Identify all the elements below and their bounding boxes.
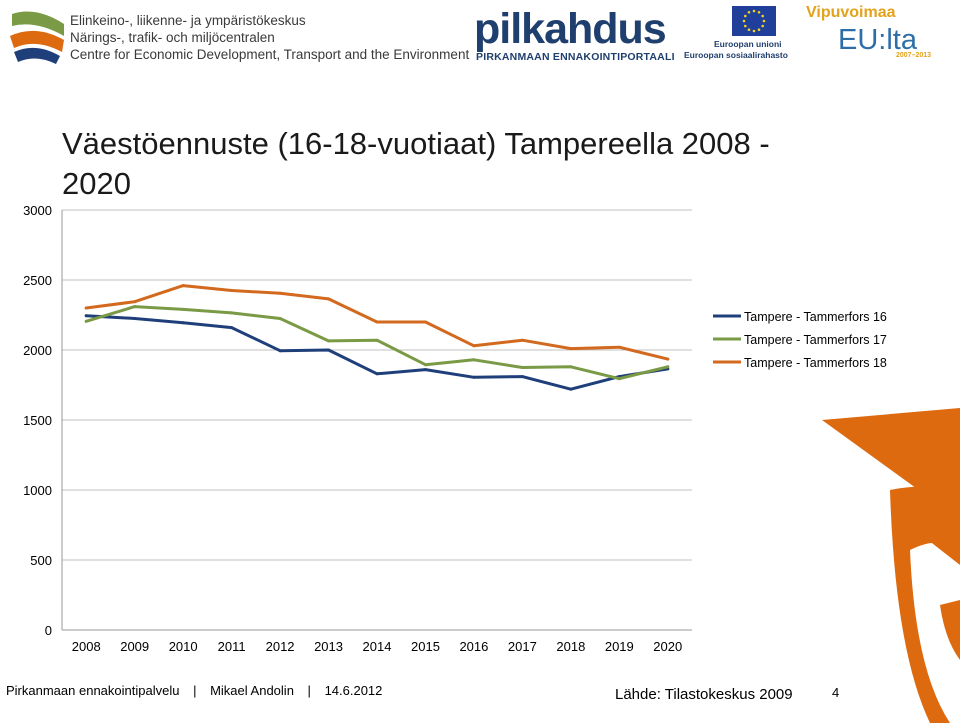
data-point [230, 289, 234, 292]
data-point [472, 358, 476, 362]
data-point [472, 344, 476, 348]
data-point [278, 317, 282, 320]
x-tick-label: 2008 [72, 639, 101, 654]
vipuvoimaa-title: Vipuvoimaa [806, 4, 896, 21]
y-tick-label: 2000 [23, 343, 52, 358]
ely-line-sv: Närings-, trafik- och miljöcentralen [70, 30, 275, 45]
data-point [181, 321, 185, 325]
pilkahdus-title: pilkahdus [474, 5, 667, 53]
data-point [230, 311, 234, 315]
footer: Pirkanmaan ennakointipalvelu | Mikael An… [6, 683, 392, 698]
data-point [375, 372, 379, 376]
x-tick-label: 2019 [605, 639, 634, 654]
data-point [569, 387, 573, 391]
data-point [133, 300, 137, 304]
data-point [666, 365, 670, 369]
page-number: 4 [832, 685, 840, 700]
data-point [423, 368, 427, 372]
data-point [666, 357, 670, 361]
data-point [181, 284, 185, 288]
data-point [84, 319, 88, 323]
footer-org: Pirkanmaan ennakointipalvelu [6, 683, 180, 698]
pilkahdus-subtitle: PIRKANMAAN ENNAKOINTIPORTAALI [476, 51, 675, 63]
chart-title: Väestöennuste (16-18-vuotiaat) Tampereel… [62, 126, 770, 201]
ely-logo [6, 6, 406, 66]
data-point [230, 326, 234, 330]
eu-flag-icon [732, 6, 776, 36]
data-point [327, 297, 331, 301]
data-point [278, 291, 282, 295]
data-point [423, 363, 427, 367]
footer-date: 14.6.2012 [324, 683, 383, 698]
eu-line2: Euroopan sosiaalirahasto [684, 50, 788, 60]
y-tick-label: 2500 [23, 273, 52, 288]
x-tick-label: 2016 [459, 639, 488, 654]
eu-text: Euroopan unioni Euroopan sosiaalirahasto [684, 39, 788, 61]
data-point [520, 375, 524, 379]
x-tick-label: 2010 [169, 639, 198, 654]
series-line-17 [84, 305, 670, 381]
vipuvoimaa-years: 2007–2013 [896, 52, 932, 59]
data-point [617, 377, 621, 381]
vipuvoimaa-logo: Vipuvoimaa EU:lta 2007–2013 [806, 4, 946, 66]
data-point [133, 317, 137, 320]
data-point [133, 305, 137, 309]
y-tick-label: 1000 [23, 483, 52, 498]
x-tick-label: 2011 [218, 639, 246, 654]
source-note: Lähde: Tilastokeskus 2009 [615, 686, 793, 703]
x-tick-label: 2015 [411, 639, 440, 654]
y-tick-label: 3000 [23, 203, 52, 218]
data-point [84, 314, 88, 318]
data-point [327, 339, 331, 343]
ely-line-fi: Elinkeino-, liikenne- ja ympäristökeskus [70, 13, 306, 28]
line-chart: 0 500 1000 1500 2000 2500 3000 2008 2009 2010 2011… [23, 203, 887, 654]
eu-logo: Euroopan unioni Euroopan sosiaalirahasto [684, 6, 788, 66]
y-tick-label: 500 [30, 553, 52, 568]
data-point [569, 347, 573, 351]
data-point [327, 348, 331, 352]
data-point [617, 345, 621, 349]
data-point [181, 307, 185, 311]
ely-text: Elinkeino-, liikenne- ja ympäristökeskus… [70, 12, 469, 63]
data-point [520, 366, 524, 369]
ely-logo-icon [10, 11, 64, 64]
footer-sep-1: | [193, 683, 197, 698]
series-line-16 [84, 314, 670, 391]
x-tick-label: 2012 [266, 639, 295, 654]
data-point [569, 365, 573, 369]
data-point [84, 306, 88, 310]
x-tick-label: 2020 [653, 639, 682, 654]
y-tick-label: 1500 [23, 413, 52, 428]
data-point [375, 320, 379, 324]
legend-label: Tampere - Tammerfors 16 [744, 310, 887, 324]
vipuvoimaa-eu: EU:lta [838, 24, 917, 56]
x-tick-label: 2013 [314, 639, 343, 654]
data-point [472, 375, 476, 379]
legend-label: Tampere - Tammerfors 18 [744, 356, 887, 370]
ely-line-en: Centre for Economic Development, Transpo… [70, 47, 470, 62]
x-tick-label: 2018 [556, 639, 585, 654]
legend-label: Tampere - Tammerfors 17 [744, 333, 887, 347]
y-tick-label: 0 [45, 623, 52, 638]
x-tick-label: 2009 [120, 639, 149, 654]
data-point [375, 338, 379, 342]
footer-author: Mikael Andolin [210, 683, 294, 698]
data-point [520, 338, 524, 342]
x-tick-label: 2014 [363, 639, 392, 654]
x-tick-label: 2017 [508, 639, 537, 654]
footer-sep-2: | [307, 683, 311, 698]
data-point [278, 349, 282, 353]
eu-line1: Euroopan unioni [714, 39, 782, 49]
decorative-swoosh-icon [822, 408, 960, 723]
data-point [423, 320, 427, 324]
pilkahdus-logo: pilkahdus PIRKANMAAN ENNAKOINTIPORTAALI [474, 5, 674, 66]
